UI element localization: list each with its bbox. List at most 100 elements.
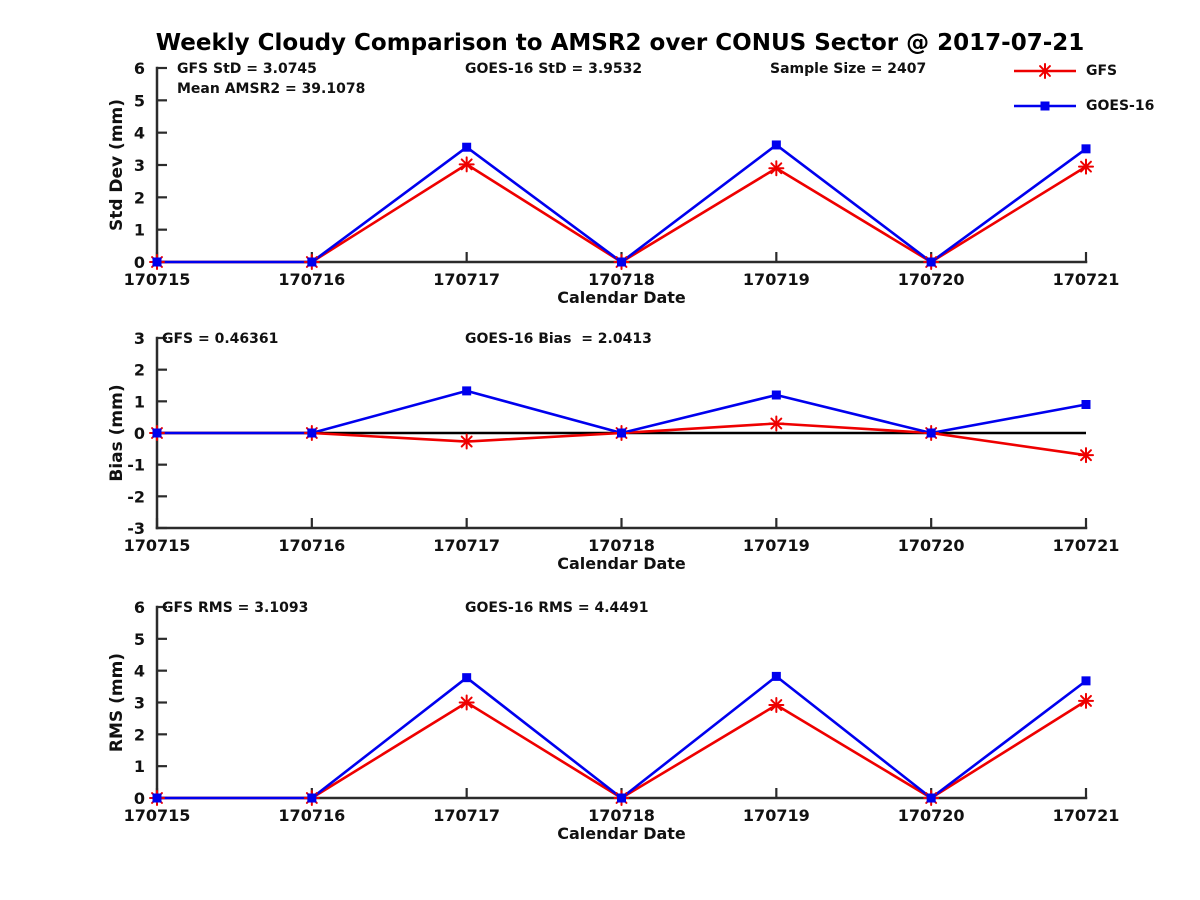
series-markers-goes-16: [152, 140, 1091, 267]
asterisk-marker: [1078, 692, 1094, 709]
square-marker: [152, 428, 162, 438]
y-tick-label: 5: [134, 630, 145, 649]
y-tick-label: 6: [134, 598, 145, 617]
x-tick-label: 170721: [1053, 270, 1120, 289]
x-tick-label: 170721: [1053, 536, 1120, 555]
x-tick-label: 170715: [124, 536, 191, 555]
series-line-goes-16: [157, 143, 1087, 264]
y-tick-label: 4: [134, 662, 145, 681]
legend-label-gfs: GFS: [1086, 63, 1118, 79]
annotation: GOES-16 RMS = 4.4491: [465, 600, 649, 616]
square-marker: [152, 257, 162, 267]
x-tick-label: 170717: [433, 536, 500, 555]
legend-item-goes16: GOES-16: [1012, 97, 1154, 115]
x-tick-label: 170719: [743, 806, 810, 825]
annotation: Mean AMSR2 = 39.1078: [177, 81, 365, 97]
series-line-gfs: [157, 163, 1087, 264]
y-tick-label: 3: [134, 694, 145, 713]
x-tick-label: 170721: [1053, 806, 1120, 825]
square-marker: [1081, 400, 1091, 409]
goes16-line-sample-icon: [1014, 101, 1076, 111]
series-line-gfs: [157, 699, 1087, 800]
y-axis-label: Std Dev (mm): [107, 99, 127, 231]
square-marker: [462, 386, 472, 396]
annotation: Sample Size = 2407: [770, 61, 926, 77]
annotation: GFS RMS = 3.1093: [162, 600, 308, 616]
y-axis-label: RMS (mm): [107, 653, 127, 752]
asterisk-marker: [1037, 63, 1053, 79]
x-axis-label: Calendar Date: [557, 554, 686, 573]
x-tick-label: 170716: [278, 536, 345, 555]
y-tick-label: 5: [134, 91, 145, 110]
series-markers-goes-16: [152, 386, 1091, 438]
legend-label-goes16: GOES-16: [1086, 98, 1155, 114]
x-tick-label: 170720: [898, 270, 965, 289]
series-markers-gfs: [149, 415, 1094, 464]
legend: GFS GOES-16: [1012, 62, 1154, 115]
x-tick-label: 170718: [588, 536, 655, 555]
legend-item-gfs: GFS: [1012, 62, 1154, 80]
x-tick-label: 170717: [433, 806, 500, 825]
square-marker: [617, 428, 626, 438]
y-tick-label: -2: [127, 487, 145, 506]
y-tick-label: 2: [134, 188, 145, 207]
x-tick-label: 170719: [743, 270, 810, 289]
x-tick-label: 170720: [898, 536, 965, 555]
y-tick-label: -3: [127, 519, 145, 538]
y-tick-label: 4: [134, 124, 145, 143]
square-marker: [926, 793, 936, 803]
square-marker: [462, 673, 472, 683]
asterisk-marker: [768, 697, 785, 714]
x-tick-label: 170716: [278, 806, 345, 825]
std-dev-chart: 0 1 2 3 4 5 6 170715 170716 170717 170718 170719 170…: [107, 59, 1119, 307]
asterisk-marker: [458, 156, 475, 173]
square-marker: [462, 142, 472, 152]
y-tick-label: 1: [134, 757, 145, 776]
y-tick-label: 2: [134, 725, 145, 744]
x-tick-label: 170718: [588, 806, 655, 825]
y-tick-label: 0: [134, 253, 145, 272]
y-tick-label: 6: [134, 59, 145, 78]
square-marker: [926, 428, 936, 438]
square-marker: [307, 793, 317, 803]
series-markers-goes-16: [152, 671, 1091, 803]
square-marker: [771, 140, 781, 150]
x-tick-label: 170720: [898, 806, 965, 825]
asterisk-marker: [458, 433, 475, 450]
asterisk-marker: [1078, 447, 1094, 464]
figure-title: Weekly Cloudy Comparison to AMSR2 over C…: [155, 30, 1085, 56]
square-marker: [1081, 144, 1091, 154]
square-marker: [1040, 101, 1050, 111]
square-marker: [1081, 676, 1091, 686]
x-tick-label: 170719: [743, 536, 810, 555]
rms-chart: 0 1 2 3 4 5 6 170715 170716 170717 170718 170719 170…: [107, 598, 1119, 843]
y-tick-label: 3: [134, 329, 145, 348]
annotation: GFS = 0.46361: [162, 331, 278, 347]
x-tick-label: 170716: [278, 270, 345, 289]
square-marker: [771, 671, 781, 681]
y-tick-label: 1: [134, 392, 145, 411]
y-tick-label: 3: [134, 156, 145, 175]
square-marker: [617, 257, 626, 267]
y-tick-label: 2: [134, 361, 145, 380]
annotation: GOES-16 Bias = 2.0413: [465, 331, 652, 347]
asterisk-marker: [768, 160, 785, 177]
x-axis-label: Calendar Date: [557, 824, 686, 843]
y-axis-label: Bias (mm): [107, 384, 127, 481]
y-tick-label: -1: [127, 456, 145, 475]
annotation: GFS StD = 3.0745: [177, 61, 317, 77]
square-marker: [617, 793, 626, 803]
x-tick-label: 170718: [588, 270, 655, 289]
square-marker: [152, 793, 162, 803]
x-tick-label: 170715: [124, 270, 191, 289]
square-marker: [307, 428, 317, 438]
asterisk-marker: [768, 415, 785, 432]
annotation: GOES-16 StD = 3.9532: [465, 61, 642, 77]
asterisk-marker: [1078, 158, 1094, 175]
y-tick-label: 0: [134, 789, 145, 808]
x-tick-label: 170715: [124, 806, 191, 825]
gfs-line-sample-icon: [1014, 63, 1076, 79]
